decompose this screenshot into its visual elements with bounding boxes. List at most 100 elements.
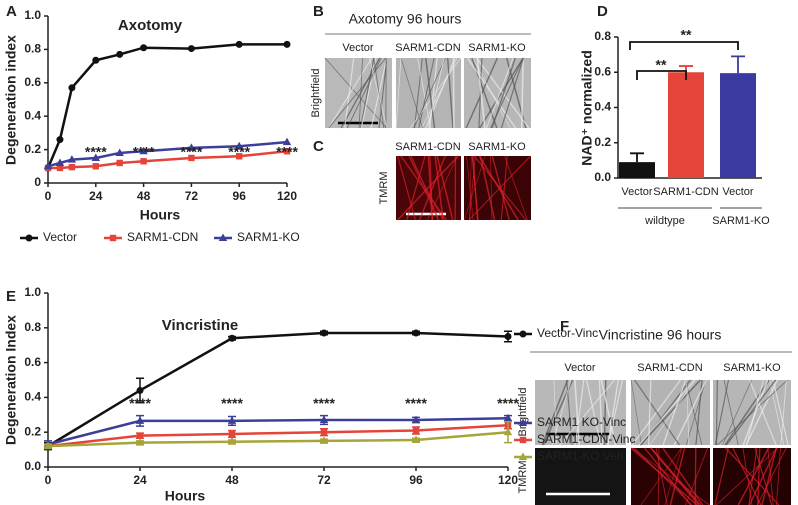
marker	[283, 148, 291, 155]
fiber	[694, 447, 697, 505]
marker	[136, 432, 144, 439]
fiber	[685, 379, 707, 446]
fiber	[559, 379, 615, 446]
column-label: Vector	[564, 362, 596, 374]
marker	[92, 163, 99, 170]
marker	[56, 164, 64, 172]
marker	[92, 56, 100, 64]
fiber	[324, 57, 387, 129]
fiber	[638, 379, 695, 446]
marker	[282, 137, 292, 146]
marker	[320, 329, 328, 337]
y-tick-label: 0	[34, 175, 41, 189]
marker	[228, 430, 236, 438]
y-tick-label: 0.6	[24, 355, 41, 369]
fiber	[772, 379, 789, 446]
marker	[68, 163, 76, 171]
x-tick-label: 0	[45, 189, 52, 203]
fiber	[397, 155, 459, 221]
fiber	[639, 379, 701, 446]
y-tick-label: 0.2	[24, 424, 41, 438]
x-tick-label: 24	[89, 189, 103, 203]
fiber	[650, 447, 702, 505]
significance: ****	[276, 144, 298, 160]
fiber	[685, 447, 709, 505]
y-tick-label: 0.2	[594, 135, 611, 149]
legend-label: SARM1 KO-Vinc	[537, 415, 626, 429]
column-label: SARM1-KO	[468, 42, 526, 54]
panel-label: A	[6, 3, 17, 20]
fiber	[541, 379, 569, 446]
marker	[504, 333, 512, 340]
fiber	[500, 155, 508, 221]
marker	[187, 45, 195, 53]
x-axis-title: Hours	[165, 488, 206, 504]
fiber	[655, 447, 668, 505]
marker	[135, 416, 145, 424]
legend-marker	[518, 418, 528, 426]
series-line	[47, 331, 509, 448]
panel-title: Axotomy 96 hours	[349, 11, 462, 27]
significance: **	[681, 27, 692, 43]
y-tick-label: 0.4	[594, 100, 611, 114]
panel-label: E	[6, 288, 16, 305]
marker	[227, 416, 237, 424]
panel-label: F	[560, 318, 569, 335]
fiber	[630, 447, 698, 505]
marker	[55, 158, 65, 166]
marker	[43, 161, 53, 170]
fiber	[746, 379, 764, 446]
fiber	[408, 155, 444, 221]
fiber	[485, 57, 514, 129]
marker	[235, 40, 243, 48]
legend-marker	[519, 330, 527, 338]
fiber	[468, 155, 476, 221]
fiber	[418, 155, 446, 221]
fiber	[490, 155, 493, 221]
x-tick-label: 72	[317, 473, 331, 487]
y-axis-title: Degeneration Index	[3, 315, 19, 445]
y-axis-title: NAD⁺ normalized	[579, 50, 595, 166]
fiber	[479, 57, 524, 129]
marker	[283, 40, 291, 48]
bar	[668, 72, 704, 178]
series-line	[47, 430, 509, 448]
marker	[228, 334, 236, 342]
column-label: Vector	[342, 42, 374, 54]
fiber	[429, 155, 434, 221]
marker	[140, 158, 147, 165]
marker	[411, 435, 421, 444]
marker	[503, 427, 513, 436]
fiber	[328, 57, 387, 129]
marker	[116, 159, 123, 167]
fiber	[418, 57, 435, 129]
fiber	[776, 447, 781, 505]
fiber	[427, 57, 445, 129]
column-label: SARM1-CDN	[395, 141, 460, 153]
x-tick-label: 48	[137, 189, 151, 203]
fiber	[504, 155, 528, 221]
x-tick-label: SARM1-CDN	[653, 186, 718, 198]
marker	[320, 429, 328, 436]
fiber	[722, 379, 752, 446]
fiber	[714, 447, 729, 505]
marker	[319, 415, 329, 424]
bracket	[636, 70, 687, 80]
x-tick-label: 120	[498, 473, 518, 487]
marker	[235, 141, 244, 150]
marker	[139, 146, 148, 155]
x-tick-label: 120	[277, 189, 297, 203]
fiber	[413, 57, 423, 129]
significance: ****	[405, 395, 427, 411]
legend-label: SARM1-CDN-Vinc	[537, 432, 635, 446]
chart-title: Vincristine	[162, 317, 238, 334]
fiber	[780, 379, 787, 446]
fiber	[397, 155, 416, 221]
marker	[140, 44, 148, 52]
fiber	[598, 379, 603, 446]
fiber	[574, 379, 585, 446]
bar	[720, 73, 756, 178]
y-tick-label: 0.8	[24, 42, 41, 56]
row-label: Brightfield	[310, 69, 322, 118]
